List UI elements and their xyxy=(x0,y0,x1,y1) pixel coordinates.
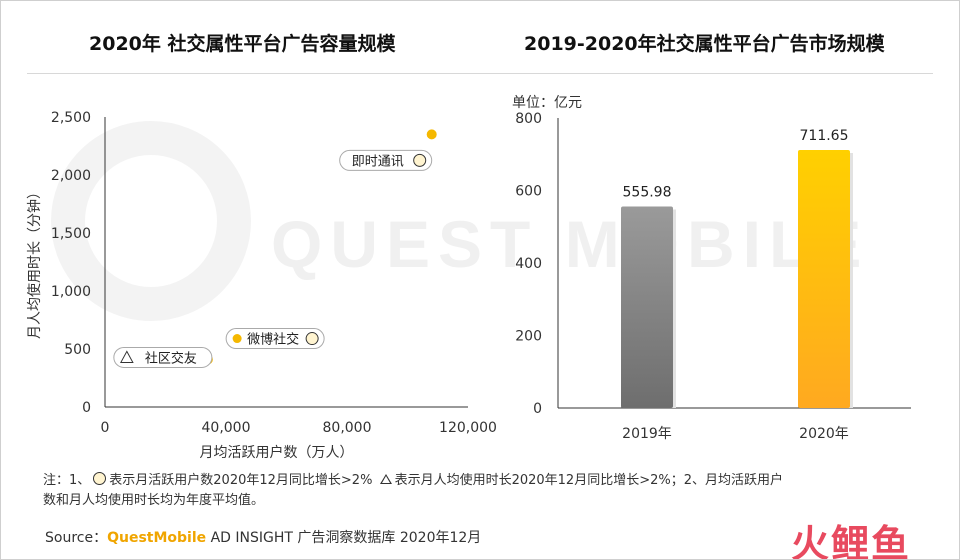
scatter-x-tick-label: 120,000 xyxy=(439,420,497,436)
bar-y-tick-label: 400 xyxy=(515,256,542,272)
scatter-y-tick-label: 0 xyxy=(82,400,91,416)
source-prefix: Source： xyxy=(45,530,108,546)
footnote-line-2: 数和月人均使用时长均为年度平均值。 xyxy=(43,493,265,508)
footnote-circle-meaning: 表示月活跃用户数2020年12月同比增长>2% xyxy=(109,473,373,488)
scatter-point xyxy=(426,129,437,140)
bar-value-label: 555.98 xyxy=(623,184,672,200)
source-rest: AD INSIGHT 广告洞察数据库 2020年12月 xyxy=(206,530,482,546)
scatter-x-axis-label: 月均活跃用户数（万人） xyxy=(200,444,354,461)
scatter-point-label-tag xyxy=(225,328,325,350)
bar-2020年 xyxy=(798,150,850,409)
triangle-marker-icon xyxy=(379,474,392,484)
bar-y-tick-label: 600 xyxy=(515,184,542,200)
scatter-point-label: 即时通讯 xyxy=(352,154,404,169)
bar-category-label: 2020年 xyxy=(799,426,849,442)
circle-marker-icon xyxy=(305,332,319,346)
scatter-y-tick-label: 2,000 xyxy=(51,168,91,184)
source-line: Source：QuestMobile AD INSIGHT 广告洞察数据库 20… xyxy=(45,527,481,547)
circle-marker-icon xyxy=(413,153,427,167)
bar-y-tick-label: 0 xyxy=(533,401,542,417)
bar-chart-title: 2019-2020年社交属性平台广告市场规模 xyxy=(524,33,885,55)
source-brand: QuestMobile xyxy=(107,530,207,546)
scatter-y-tick-label: 1,500 xyxy=(51,226,91,242)
bar-y-tick-label: 200 xyxy=(515,329,542,345)
circle-marker-icon xyxy=(93,472,107,485)
scatter-x-tick-label: 80,000 xyxy=(323,420,372,436)
scatter-y-tick-label: 500 xyxy=(64,342,91,358)
scatter-y-tick-label: 1,000 xyxy=(51,284,91,300)
scatter-x-tick-label: 40,000 xyxy=(202,420,251,436)
scatter-point-label: 微博社交 xyxy=(247,332,299,348)
scatter-point-label-tag xyxy=(113,346,213,368)
scatter-y-tick-label: 2,500 xyxy=(51,110,91,126)
title-divider xyxy=(27,73,933,74)
scatter-label-dot xyxy=(232,334,242,344)
brand-logo: 火鲤鱼 xyxy=(791,522,912,560)
charts-canvas: 0 500 1,000 1,500 2,000 2,500 0 40,000 80,000 120… xyxy=(26,95,911,461)
bar-value-label: 711.65 xyxy=(800,128,849,144)
scatter-chart-title: 2020年 社交属性平台广告容量规模 xyxy=(89,33,396,55)
footnote-triangle-meaning: 表示月人均使用时长2020年12月同比增长>2%；2、月均活跃用户 xyxy=(394,473,783,488)
footnote-prefix: 注：1、 xyxy=(43,473,91,488)
scatter-point-label-tag xyxy=(339,149,433,171)
watermark: QUEST MOBILE xyxy=(271,207,870,281)
bar-unit-label: 单位：亿元 xyxy=(512,95,582,111)
triangle-marker-icon xyxy=(120,350,134,363)
scatter-x-tick-label: 0 xyxy=(101,420,110,436)
bar-category-label: 2019年 xyxy=(622,426,672,442)
bar-y-tick-label: 800 xyxy=(515,111,542,127)
bar-2019年 xyxy=(621,206,673,408)
footnote-line-1: 注：1、 表示月活跃用户数2020年12月同比增长>2% 表示月人均使用时长202… xyxy=(43,469,783,488)
scatter-point-label: 社区交友 xyxy=(145,350,197,366)
scatter-y-axis-label: 月人均使用时长（分钟） xyxy=(26,185,43,339)
